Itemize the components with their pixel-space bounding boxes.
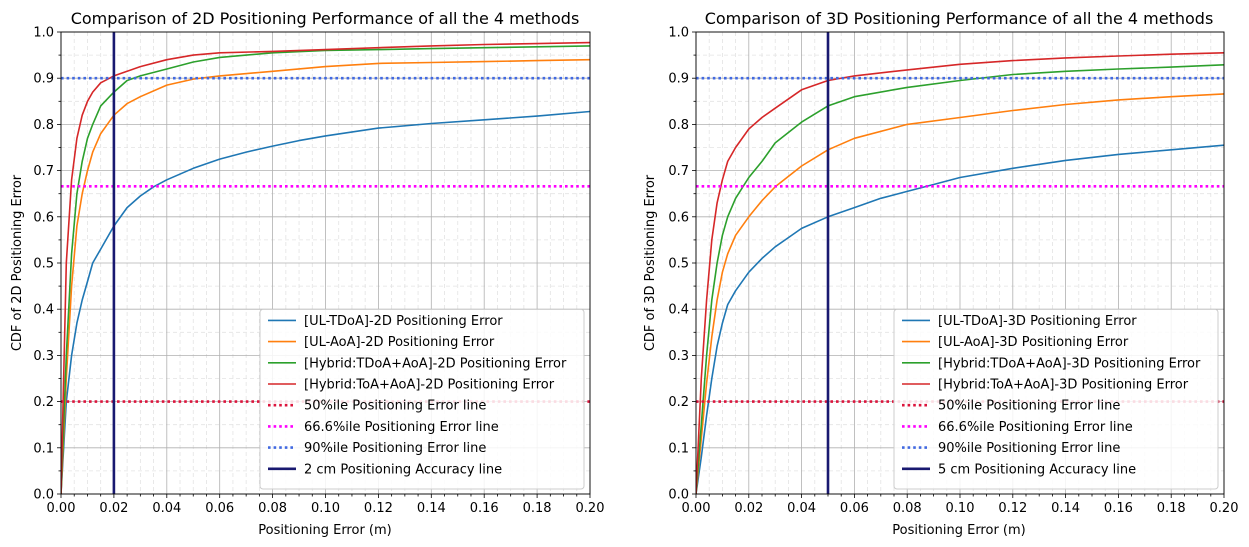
legend: [UL-TDoA]-2D Positioning Error [UL-AoA]-2… xyxy=(259,308,585,490)
chart-3d: Comparison of 3D Positioning Performance… xyxy=(643,9,1238,538)
y-tick-label: 0.1 xyxy=(33,441,54,456)
x-tick-label: 0.12 xyxy=(364,501,393,516)
legend-label: 50%ile Positioning Error line xyxy=(304,399,486,414)
legend-label: [UL-TDoA]-2D Positioning Error xyxy=(304,314,503,329)
y-tick-label: 0.4 xyxy=(33,303,54,318)
x-tick-label: 0.06 xyxy=(205,501,234,516)
y-tick-label: 0.2 xyxy=(668,395,689,410)
x-tick-label: 0.08 xyxy=(258,501,287,516)
legend: [UL-TDoA]-3D Positioning Error [UL-AoA]-3… xyxy=(893,308,1219,490)
x-tick-label: 0.16 xyxy=(470,501,499,516)
legend-label: [Hybrid:ToA+AoA]-3D Positioning Error xyxy=(938,378,1189,393)
legend-label: 66.6%ile Positioning Error line xyxy=(938,420,1133,435)
chart-title: Comparison of 3D Positioning Performance… xyxy=(705,9,1214,28)
x-axis-label: Positioning Error (m) xyxy=(892,523,1025,538)
y-tick-label: 0.3 xyxy=(668,349,689,364)
ticks: 0.00 0.02 0.04 0.06 0.08 0.10 0.12 0.14 0.16 0.18… xyxy=(33,26,604,517)
y-tick-label: 0.9 xyxy=(33,72,54,87)
x-tick-label: 0.18 xyxy=(1157,501,1186,516)
legend-label: 50%ile Positioning Error line xyxy=(938,399,1120,414)
series-line-2 xyxy=(61,45,590,494)
x-tick-label: 0.14 xyxy=(417,501,446,516)
y-tick-label: 0.0 xyxy=(33,488,54,503)
y-tick-label: 0.5 xyxy=(668,257,689,272)
series-line-1 xyxy=(61,58,590,494)
y-tick-label: 0.3 xyxy=(33,349,54,364)
x-tick-label: 0.00 xyxy=(47,501,76,516)
x-tick-label: 0.20 xyxy=(576,501,605,516)
y-tick-label: 0.8 xyxy=(33,118,54,133)
x-tick-label: 0.12 xyxy=(998,501,1027,516)
x-tick-label: 0.04 xyxy=(787,501,816,516)
y-tick-label: 0.0 xyxy=(668,488,689,503)
x-tick-label: 0.02 xyxy=(99,501,128,516)
series-line-3 xyxy=(696,52,1224,494)
legend-label: 90%ile Positioning Error line xyxy=(938,441,1120,456)
x-tick-label: 0.20 xyxy=(1210,501,1239,516)
series-group xyxy=(696,32,1224,494)
series-line-3 xyxy=(61,41,590,494)
x-tick-label: 0.04 xyxy=(152,501,181,516)
y-tick-label: 0.9 xyxy=(668,72,689,87)
x-tick-label: 0.06 xyxy=(840,501,869,516)
x-tick-label: 0.08 xyxy=(893,501,922,516)
x-tick-label: 0.14 xyxy=(1051,501,1080,516)
legend-label: [UL-TDoA]-3D Positioning Error xyxy=(938,314,1137,329)
x-tick-label: 0.18 xyxy=(523,501,552,516)
chart-2d: Comparison of 2D Positioning Performance… xyxy=(10,9,604,538)
legend-label: [UL-AoA]-2D Positioning Error xyxy=(304,335,495,350)
y-axis-label: CDF of 2D Positioning Error xyxy=(10,174,25,351)
y-tick-label: 0.5 xyxy=(33,257,54,272)
legend-box xyxy=(893,308,1219,490)
x-tick-label: 0.10 xyxy=(311,501,340,516)
y-tick-label: 1.0 xyxy=(668,26,689,41)
y-tick-label: 0.4 xyxy=(668,303,689,318)
y-tick-label: 0.6 xyxy=(33,210,54,225)
x-tick-label: 0.00 xyxy=(682,501,711,516)
x-tick-label: 0.02 xyxy=(734,501,763,516)
y-tick-label: 0.7 xyxy=(668,164,689,179)
ticks: 0.00 0.02 0.04 0.06 0.08 0.10 0.12 0.14 0.16 0.18… xyxy=(668,26,1238,517)
legend-label: 5 cm Positioning Accuracy line xyxy=(938,462,1136,477)
y-tick-label: 0.8 xyxy=(668,118,689,133)
legend-label: [Hybrid:TDoA+AoA]-2D Positioning Error xyxy=(304,356,567,371)
y-tick-label: 0.6 xyxy=(668,210,689,225)
y-axis-label: CDF of 3D Positioning Error xyxy=(643,174,658,351)
y-tick-label: 0.2 xyxy=(33,395,54,410)
legend-label: 2 cm Positioning Accuracy line xyxy=(304,462,502,477)
series-line-0 xyxy=(61,110,590,494)
x-tick-label: 0.16 xyxy=(1104,501,1133,516)
chart-title: Comparison of 2D Positioning Performance… xyxy=(71,9,580,28)
legend-label: [Hybrid:TDoA+AoA]-3D Positioning Error xyxy=(938,356,1201,371)
legend-label: [UL-AoA]-3D Positioning Error xyxy=(938,335,1129,350)
x-tick-label: 0.10 xyxy=(946,501,975,516)
series-line-0 xyxy=(696,144,1224,494)
y-tick-label: 0.7 xyxy=(33,164,54,179)
legend-label: [Hybrid:ToA+AoA]-2D Positioning Error xyxy=(304,378,555,393)
legend-label: 90%ile Positioning Error line xyxy=(304,441,486,456)
y-tick-label: 1.0 xyxy=(33,26,54,41)
legend-label: 66.6%ile Positioning Error line xyxy=(304,420,499,435)
series-line-2 xyxy=(696,64,1224,494)
y-tick-label: 0.1 xyxy=(668,441,689,456)
legend-box xyxy=(259,308,585,490)
x-axis-label: Positioning Error (m) xyxy=(258,523,391,538)
